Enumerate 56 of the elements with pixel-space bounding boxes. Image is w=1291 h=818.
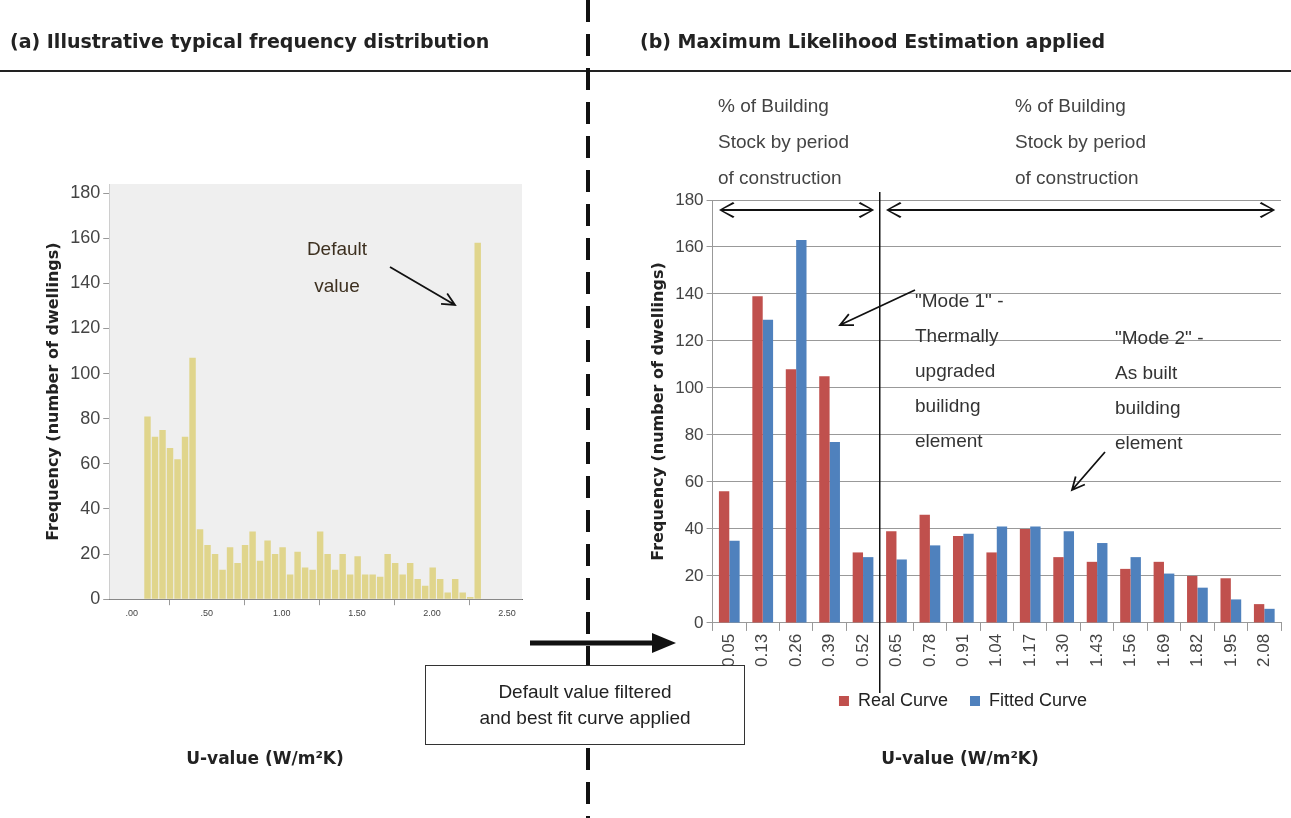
x-axis-title: U-value (W/m²K) xyxy=(186,748,344,768)
x-tick-label: 1.17 xyxy=(1019,633,1039,668)
y-axis-title: Frequency (number of dwellings) xyxy=(42,242,62,541)
x-tick-label: 0.65 xyxy=(886,633,906,668)
y-tick-label: 160 xyxy=(675,236,704,256)
y-tick-label: 20 xyxy=(684,565,704,585)
x-tick-label: 1.43 xyxy=(1086,633,1106,668)
legend-label: Fitted Curve xyxy=(989,689,1088,710)
x-tick-label: 1.69 xyxy=(1153,633,1173,668)
y-tick-label: 0 xyxy=(694,612,704,632)
y-tick-label: 80 xyxy=(80,407,101,428)
text: Default value filtered and best fit curve applied xyxy=(479,681,691,728)
x-tick-label: .50 xyxy=(200,608,214,619)
x-tick-label: 2.00 xyxy=(423,608,441,619)
x-tick-label: 0.13 xyxy=(752,633,772,668)
y-tick-label: 60 xyxy=(684,471,704,491)
y-tick-label: 140 xyxy=(675,283,704,303)
y-tick-label: 40 xyxy=(684,518,704,538)
x-tick-label: 2.50 xyxy=(498,608,516,619)
y-tick-label: 160 xyxy=(70,227,101,248)
x-tick-label: 2.08 xyxy=(1253,633,1273,668)
x-tick-label: 0.39 xyxy=(819,633,839,668)
y-tick-label: 60 xyxy=(80,452,101,473)
y-tick-label: 180 xyxy=(675,189,704,209)
x-tick-label: 1.30 xyxy=(1053,633,1073,668)
y-tick-label: 20 xyxy=(80,543,101,564)
annotation: "Mode 1" - Thermally upgraded builidng element xyxy=(915,289,1004,453)
x-tick-label: 1.95 xyxy=(1220,633,1240,668)
x-axis-title: U-value (W/m²K) xyxy=(881,748,1039,768)
y-tick-label: 180 xyxy=(70,181,101,202)
y-tick-label: 0 xyxy=(90,588,101,609)
y-tick-label: 140 xyxy=(70,272,101,293)
y-tick-label: 100 xyxy=(70,362,101,383)
text: % of Building Stock by period of construction xyxy=(718,94,849,190)
y-tick-label: 120 xyxy=(675,330,704,350)
y-tick-label: 120 xyxy=(70,317,101,338)
y-axis-title: Frequency (number of dwellings) xyxy=(647,262,667,561)
annotation: Default value xyxy=(305,237,369,298)
x-tick-label: 0.91 xyxy=(953,633,973,668)
text: % of Building Stock by period of construction xyxy=(1015,94,1146,190)
x-tick-label: 1.04 xyxy=(986,633,1006,668)
y-tick-label: 100 xyxy=(675,377,704,397)
x-tick-label: 1.00 xyxy=(273,608,291,619)
x-tick-label: 0.78 xyxy=(919,633,939,668)
x-tick-label: 1.82 xyxy=(1187,633,1207,668)
x-tick-label: 0.26 xyxy=(785,633,805,668)
y-tick-label: 80 xyxy=(684,424,704,444)
x-tick-label: 0.52 xyxy=(852,633,872,668)
annotation: "Mode 2" - As built building element xyxy=(1115,326,1204,455)
y-tick-label: 40 xyxy=(80,497,101,518)
chart-title: (b) Maximum Likelihood Estimation applied xyxy=(640,30,1106,52)
x-tick-label: 1.56 xyxy=(1120,633,1140,668)
x-tick-label: .00 xyxy=(125,608,138,619)
x-tick-label: 1.50 xyxy=(348,608,366,619)
chart-title: (a) Illustrative typical frequency distribution xyxy=(10,30,490,52)
legend-label: Real Curve xyxy=(857,689,949,710)
